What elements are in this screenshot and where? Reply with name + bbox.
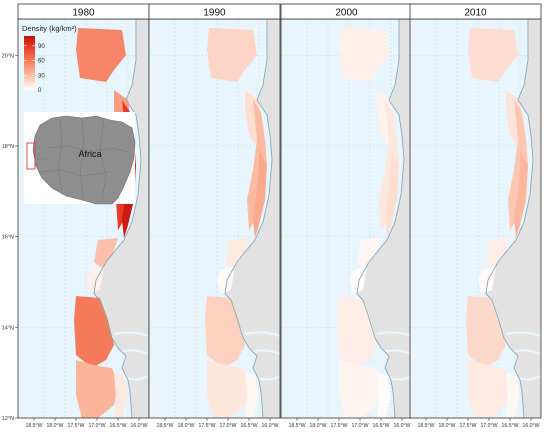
x-tick-label: 17.0°W: [480, 423, 497, 429]
rivers: [113, 331, 150, 381]
density-zone-1: [207, 28, 257, 82]
legend-title: Density (kg/km²): [22, 24, 77, 33]
coastline: [93, 19, 142, 419]
x-tick-label: 16.0°W: [393, 423, 410, 429]
map-panel-2: 1990: [148, 3, 281, 419]
x-tick-label: 18.5°W: [156, 423, 173, 429]
legend-tick-label: 90: [38, 44, 45, 50]
y-tick-label: 20°N: [2, 53, 14, 59]
density-zone-3: [247, 100, 267, 230]
panel-strip: [148, 3, 281, 20]
x-tick-label: 16.5°W: [109, 423, 126, 429]
density-zones: [466, 28, 528, 418]
legend-colorbar: [24, 36, 35, 90]
density-zone-8: [207, 360, 249, 418]
x-tick-label: 18.5°W: [417, 423, 434, 429]
x-tick-label: 18.0°W: [177, 423, 194, 429]
density-zone-5: [357, 238, 381, 268]
land-area: [357, 19, 412, 418]
density-zone-7: [466, 296, 506, 368]
coastline: [356, 19, 405, 419]
x-tick-label: 17.0°W: [88, 423, 105, 429]
density-zone-4: [385, 150, 399, 238]
rivers: [505, 331, 542, 381]
x-tick-label: 16.5°W: [372, 423, 389, 429]
y-tick-label: 18°N: [2, 144, 14, 150]
panel-title: 1980: [72, 8, 95, 19]
density-zone-8: [468, 360, 510, 418]
density-zone-1: [468, 28, 518, 82]
y-tick-label: 14°N: [2, 325, 14, 331]
x-tick-label: 17.5°W: [330, 423, 347, 429]
land-area: [94, 19, 149, 418]
rivers: [244, 331, 281, 381]
x-tick-label: 17.5°W: [67, 423, 84, 429]
inset-country-borders: [35, 117, 129, 201]
x-tick-label: 18.5°W: [25, 423, 42, 429]
x-tick-label: 18.5°W: [288, 423, 305, 429]
panel-title: 2000: [335, 8, 358, 19]
inset-label: Africa: [78, 149, 101, 159]
density-zone-9: [377, 372, 391, 418]
x-tick-label: 16.5°W: [501, 423, 518, 429]
density-zone-1: [339, 28, 389, 82]
density-zone-5: [486, 238, 510, 268]
x-tick-label: 16.0°W: [130, 423, 147, 429]
x-tick-label: 18.0°W: [46, 423, 63, 429]
density-zone-5: [225, 238, 249, 268]
x-tick-label: 17.5°W: [459, 423, 476, 429]
legend-tick-label: 60: [38, 59, 45, 65]
density-zone-9: [506, 372, 520, 418]
africa-landmass: [32, 115, 136, 205]
land-area: [225, 19, 280, 418]
density-zone-9: [245, 372, 259, 418]
panels-layer: 1980 1990 2000 2010: [17, 3, 542, 419]
map-panel-4: 2010: [409, 3, 542, 419]
x-axis: 18.5°W 18.0°W 17.5°W 17.0°W 16.5°W 16.0°W 18.5…: [25, 418, 540, 429]
x-tick-label: 17.0°W: [219, 423, 236, 429]
y-tick-label: 16°N: [2, 235, 14, 241]
x-tick-label: 16.5°W: [240, 423, 257, 429]
x-tick-label: 17.0°W: [351, 423, 368, 429]
density-zone-8: [339, 360, 381, 418]
map-panel-1: 1980: [17, 3, 150, 419]
panel-title: 2010: [464, 8, 487, 19]
density-zone-3: [379, 100, 399, 230]
density-zone-8: [76, 360, 118, 418]
land-area: [486, 19, 541, 418]
x-tick-label: 18.0°W: [438, 423, 455, 429]
map-panel-3: 2000: [280, 3, 413, 419]
density-zone-7: [337, 296, 377, 368]
x-tick-label: 16.0°W: [261, 423, 278, 429]
density-zone-4: [514, 150, 528, 238]
legend-tick-label: 0: [38, 88, 42, 94]
density-zones: [337, 28, 399, 418]
legend-tick-label: 30: [38, 73, 45, 79]
coastline: [485, 19, 534, 419]
density-zone-7: [205, 296, 245, 368]
density-zone-3: [508, 100, 528, 230]
density-zone-4: [253, 150, 267, 238]
study-area-box: [26, 142, 36, 170]
panel-strip: [409, 3, 542, 20]
panel-title: 1990: [203, 8, 226, 19]
x-tick-label: 17.5°W: [198, 423, 215, 429]
density-legend: Density (kg/km²) 90 60 30 0: [22, 24, 77, 94]
density-zone-1: [76, 28, 126, 82]
y-axis: 20°N 18°N 16°N 14°N 12°N: [2, 53, 18, 422]
coastline: [224, 19, 273, 419]
density-zone-7: [74, 296, 114, 368]
density-zone-9: [114, 372, 128, 418]
x-tick-label: 16.0°W: [522, 423, 539, 429]
y-tick-label: 12°N: [2, 416, 14, 422]
legend-ticks: 90 60 30 0: [24, 44, 45, 94]
x-tick-label: 18.0°W: [309, 423, 326, 429]
africa-inset: Africa: [24, 112, 136, 205]
density-zone-5: [94, 238, 118, 268]
density-zones: [205, 28, 267, 418]
